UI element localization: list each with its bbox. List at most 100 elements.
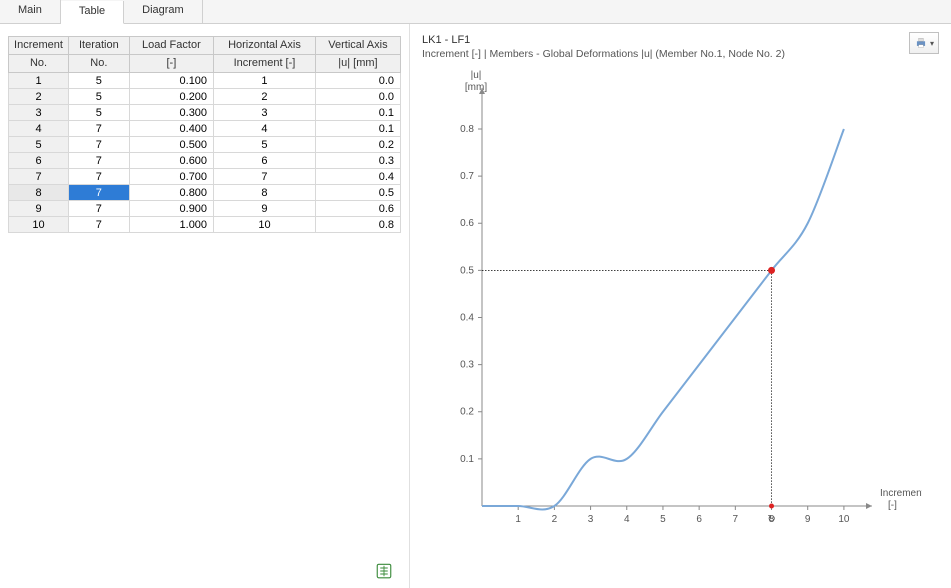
svg-text:|u|: |u| [471, 70, 482, 81]
export-icon[interactable] [375, 562, 393, 580]
cell[interactable]: 8 [214, 185, 316, 201]
svg-text:0.7: 0.7 [460, 171, 474, 182]
col-header: Iteration [69, 37, 130, 55]
cell[interactable]: 0.300 [129, 105, 213, 121]
tab-diagram[interactable]: Diagram [124, 0, 203, 23]
col-header: Increment [9, 37, 69, 55]
cell[interactable]: 0.400 [129, 121, 213, 137]
cell[interactable]: 7 [69, 121, 130, 137]
svg-text:0.3: 0.3 [460, 360, 474, 371]
cell[interactable]: 10 [214, 217, 316, 233]
col-subheader: Increment [-] [214, 55, 316, 73]
table-panel: IncrementIterationLoad FactorHorizontal … [0, 24, 410, 588]
cell[interactable]: 0.0 [315, 89, 400, 105]
cell[interactable]: 3 [9, 105, 69, 121]
svg-text:0.4: 0.4 [460, 312, 474, 323]
cell[interactable]: 6 [214, 153, 316, 169]
svg-text:2: 2 [552, 514, 558, 525]
cell[interactable]: 1.000 [129, 217, 213, 233]
svg-text:0.6: 0.6 [460, 218, 474, 229]
cell[interactable]: 2 [214, 89, 316, 105]
chevron-down-icon: ▾ [930, 39, 934, 48]
cell[interactable]: 10 [9, 217, 69, 233]
svg-text:0.2: 0.2 [460, 407, 474, 418]
cell[interactable]: 0.800 [129, 185, 213, 201]
cell[interactable]: 5 [9, 137, 69, 153]
svg-text:Increment: Increment [880, 488, 922, 499]
table-row[interactable]: 870.80080.5 [9, 185, 401, 201]
cell[interactable]: 0.6 [315, 201, 400, 217]
table-row[interactable]: 970.90090.6 [9, 201, 401, 217]
svg-text:4: 4 [624, 514, 630, 525]
table-row[interactable]: 350.30030.1 [9, 105, 401, 121]
tab-main[interactable]: Main [0, 0, 61, 23]
svg-text:[-]: [-] [888, 500, 897, 511]
cell[interactable]: 4 [214, 121, 316, 137]
col-subheader: |u| [mm] [315, 55, 400, 73]
printer-icon [914, 36, 928, 50]
col-header: Load Factor [129, 37, 213, 55]
cell[interactable]: 0.1 [315, 121, 400, 137]
svg-text:5: 5 [660, 514, 666, 525]
cell[interactable]: 0.3 [315, 153, 400, 169]
table-row[interactable]: 770.70070.4 [9, 169, 401, 185]
cell[interactable]: 7 [69, 217, 130, 233]
col-header: Vertical Axis [315, 37, 400, 55]
svg-text:↻: ↻ [767, 514, 775, 525]
svg-text:6: 6 [696, 514, 702, 525]
table-row[interactable]: 470.40040.1 [9, 121, 401, 137]
table-row[interactable]: 570.50050.2 [9, 137, 401, 153]
cell[interactable]: 0.2 [315, 137, 400, 153]
cell[interactable]: 5 [214, 137, 316, 153]
cell[interactable]: 5 [69, 105, 130, 121]
print-button[interactable]: ▾ [909, 32, 939, 54]
cell[interactable]: 7 [9, 169, 69, 185]
cell[interactable]: 0.4 [315, 169, 400, 185]
cell[interactable]: 7 [69, 201, 130, 217]
content-area: IncrementIterationLoad FactorHorizontal … [0, 24, 951, 588]
col-subheader: [-] [129, 55, 213, 73]
tab-table[interactable]: Table [61, 1, 124, 24]
cell[interactable]: 0.5 [315, 185, 400, 201]
cell[interactable]: 1 [9, 73, 69, 89]
cell[interactable]: 0.900 [129, 201, 213, 217]
cell[interactable]: 0.500 [129, 137, 213, 153]
cell[interactable]: 2 [9, 89, 69, 105]
data-table: IncrementIterationLoad FactorHorizontal … [8, 36, 401, 233]
cell[interactable]: 0.8 [315, 217, 400, 233]
cell[interactable]: 8 [9, 185, 69, 201]
svg-text:10: 10 [838, 514, 850, 525]
cell[interactable]: 0.600 [129, 153, 213, 169]
cell[interactable]: 7 [69, 137, 130, 153]
cell[interactable]: 9 [214, 201, 316, 217]
cell[interactable]: 7 [214, 169, 316, 185]
cell[interactable]: 6 [9, 153, 69, 169]
cell[interactable]: 9 [9, 201, 69, 217]
cell[interactable]: 7 [69, 185, 130, 201]
cell[interactable]: 5 [69, 73, 130, 89]
cell[interactable]: 4 [9, 121, 69, 137]
table-row[interactable]: 1071.000100.8 [9, 217, 401, 233]
cell[interactable]: 7 [69, 153, 130, 169]
col-subheader: No. [9, 55, 69, 73]
table-row[interactable]: 250.20020.0 [9, 89, 401, 105]
svg-text:[mm]: [mm] [465, 82, 487, 93]
cell[interactable]: 0.100 [129, 73, 213, 89]
cell[interactable]: 0.1 [315, 105, 400, 121]
cell[interactable]: 0.0 [315, 73, 400, 89]
table-row[interactable]: 150.10010.0 [9, 73, 401, 89]
cell[interactable]: 7 [69, 169, 130, 185]
cell[interactable]: 1 [214, 73, 316, 89]
line-chart: |u|[mm]Increment[-]123456789100.10.20.30… [422, 66, 922, 556]
svg-text:7: 7 [733, 514, 739, 525]
svg-text:0.1: 0.1 [460, 454, 474, 465]
cell[interactable]: 5 [69, 89, 130, 105]
cell[interactable]: 0.700 [129, 169, 213, 185]
svg-text:1: 1 [515, 514, 521, 525]
chart-panel: ▾ LK1 - LF1 Increment [-] | Members - Gl… [410, 24, 951, 588]
svg-text:0.8: 0.8 [460, 124, 474, 135]
svg-text:9: 9 [805, 514, 811, 525]
cell[interactable]: 0.200 [129, 89, 213, 105]
cell[interactable]: 3 [214, 105, 316, 121]
table-row[interactable]: 670.60060.3 [9, 153, 401, 169]
